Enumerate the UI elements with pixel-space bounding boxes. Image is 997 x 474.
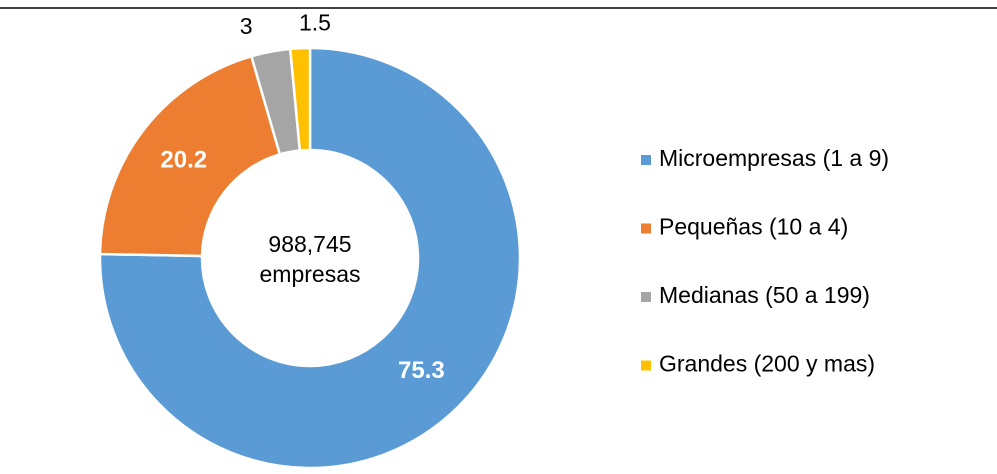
center-label: 988,745 bbox=[268, 231, 351, 257]
data-label: 75.3 bbox=[398, 357, 445, 384]
donut-slice bbox=[288, 46, 312, 152]
legend-swatch bbox=[641, 223, 651, 234]
legend-label: Pequeñas (10 a 4) bbox=[659, 214, 848, 240]
center-label: empresas bbox=[260, 261, 361, 287]
legend-label: Medianas (50 a 199) bbox=[659, 282, 870, 308]
data-label: 1.5 bbox=[299, 9, 331, 35]
data-label: 20.2 bbox=[160, 147, 207, 174]
legend-swatch bbox=[641, 155, 651, 165]
legend-swatch bbox=[641, 360, 651, 371]
legend-swatch bbox=[641, 292, 651, 302]
donut-slice bbox=[98, 54, 282, 258]
legend-label: Grandes (200 y mas) bbox=[659, 351, 875, 377]
data-label: 3 bbox=[240, 13, 253, 39]
legend-label: Microempresas (1 a 9) bbox=[659, 145, 889, 171]
donut-slice bbox=[98, 46, 522, 470]
